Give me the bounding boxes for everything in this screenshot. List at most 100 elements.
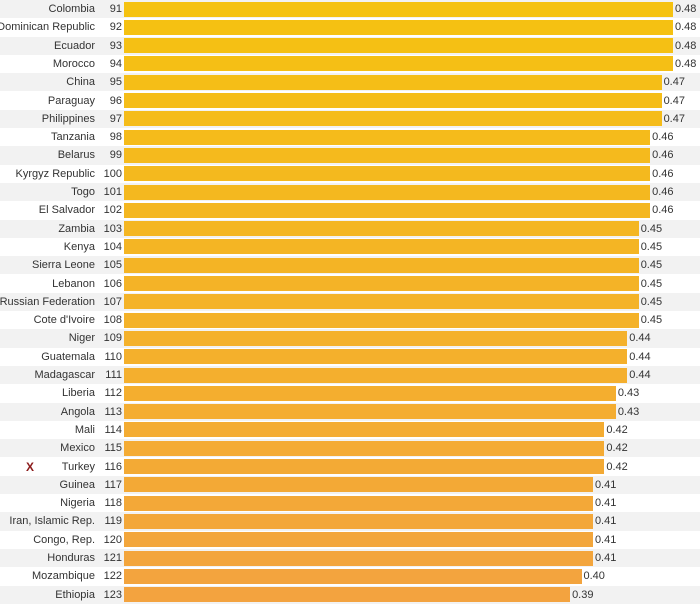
value-label: 0.47 [663, 76, 685, 89]
rank-label: 101 [103, 186, 122, 198]
value-label: 0.43 [617, 387, 640, 400]
rank-label: 118 [104, 497, 122, 510]
value-label: 0.48 [675, 3, 697, 15]
rank-label: 104 [103, 240, 122, 253]
rank-label: 105 [103, 259, 122, 272]
bar [124, 568, 582, 584]
bar [124, 129, 651, 145]
value-label: 0.45 [640, 222, 663, 235]
bar [124, 19, 673, 35]
country-label: Honduras [47, 552, 95, 564]
value-label: 0.45 [640, 240, 663, 253]
rank-label: 94 [109, 57, 122, 70]
bar [124, 74, 662, 90]
value-label: 0.47 [663, 112, 685, 125]
table-row: China 95 0.47 [0, 73, 700, 92]
country-label: El Salvador [38, 204, 95, 217]
rank-label: 111 [105, 369, 122, 381]
bar [124, 587, 571, 603]
value-label: 0.46 [652, 167, 674, 180]
value-label: 0.40 [583, 570, 605, 583]
table-row: Turkey 116 0.42 X [0, 458, 700, 476]
bar [124, 404, 616, 420]
table-row: Dominican Republic 92 0.48 [0, 18, 700, 36]
table-row: Ethiopia 123 0.39 [0, 585, 700, 604]
country-label: Mozambique [32, 570, 95, 583]
table-row: Guinea 117 0.41 [0, 475, 700, 495]
country-label: Turkey [61, 460, 95, 473]
value-label: 0.42 [606, 460, 628, 473]
country-label: Tanzania [50, 131, 95, 144]
table-row: Mozambique 122 0.40 [0, 567, 700, 585]
rank-label: 95 [109, 76, 122, 89]
rank-label: 96 [109, 94, 122, 107]
value-label: 0.46 [652, 186, 674, 198]
value-label: 0.41 [594, 533, 617, 546]
rank-label: 98 [109, 131, 122, 144]
bar [124, 422, 605, 438]
bar [124, 459, 605, 474]
bar [124, 93, 662, 108]
bar [124, 477, 593, 493]
country-label: Mexico [60, 442, 95, 455]
country-label: Guinea [59, 478, 95, 491]
table-row: Togo 101 0.46 [0, 183, 700, 202]
bar [124, 56, 673, 72]
rank-label: 97 [109, 112, 122, 125]
country-label: Sierra Leone [32, 259, 95, 272]
bar [124, 202, 651, 218]
country-label: Kenya [63, 240, 95, 253]
table-row: Lebanon 106 0.45 [0, 275, 700, 293]
bar [124, 184, 651, 200]
value-label: 0.41 [594, 478, 617, 491]
value-label: 0.41 [594, 497, 617, 510]
bar [124, 239, 639, 255]
rank-label: 99 [109, 149, 122, 162]
table-row: Morocco 94 0.48 [0, 55, 700, 73]
rank-label: 93 [109, 39, 122, 52]
country-label: Cote d'Ivoire [33, 314, 95, 327]
value-label: 0.39 [572, 588, 594, 601]
table-row: Philippines 97 0.47 [0, 109, 700, 129]
value-label: 0.43 [617, 405, 640, 418]
rank-label: 112 [104, 387, 122, 400]
bar [124, 550, 593, 566]
bar [124, 312, 639, 328]
bar [124, 38, 673, 54]
bar [124, 330, 628, 346]
bar [124, 1, 673, 17]
country-label: Kyrgyz Republic [15, 167, 95, 180]
table-row: Mexico 115 0.42 [0, 439, 700, 458]
value-label: 0.45 [640, 259, 663, 272]
value-label: 0.44 [629, 369, 651, 381]
table-row: Kyrgyz Republic 100 0.46 [0, 165, 700, 183]
rank-label: 109 [103, 332, 122, 345]
country-label: Mali [74, 423, 95, 436]
rank-label: 100 [103, 167, 122, 180]
table-row: Zambia 103 0.45 [0, 219, 700, 238]
bar [124, 440, 605, 456]
value-label: 0.46 [652, 204, 674, 217]
rank-label: 107 [103, 295, 122, 308]
rank-label: 113 [104, 405, 122, 418]
value-label: 0.41 [594, 515, 617, 528]
value-label: 0.45 [640, 314, 663, 327]
value-label: 0.41 [594, 552, 617, 564]
rank-label: 116 [104, 460, 122, 473]
rank-label: 108 [103, 314, 122, 327]
rank-label: 120 [103, 533, 122, 546]
country-label: Dominican Republic [0, 21, 95, 34]
table-row: Ecuador 93 0.48 [0, 36, 700, 55]
bar [124, 294, 639, 310]
table-row: Niger 109 0.44 [0, 329, 700, 348]
value-label: 0.44 [629, 350, 651, 363]
value-label: 0.46 [652, 131, 674, 144]
country-label: Guatemala [41, 350, 95, 363]
table-row: Mali 114 0.42 [0, 421, 700, 439]
value-label: 0.44 [629, 332, 651, 345]
country-label: Ecuador [54, 39, 95, 52]
value-label: 0.48 [675, 21, 697, 34]
country-label: Madagascar [34, 369, 95, 381]
country-label: Angola [60, 405, 95, 418]
